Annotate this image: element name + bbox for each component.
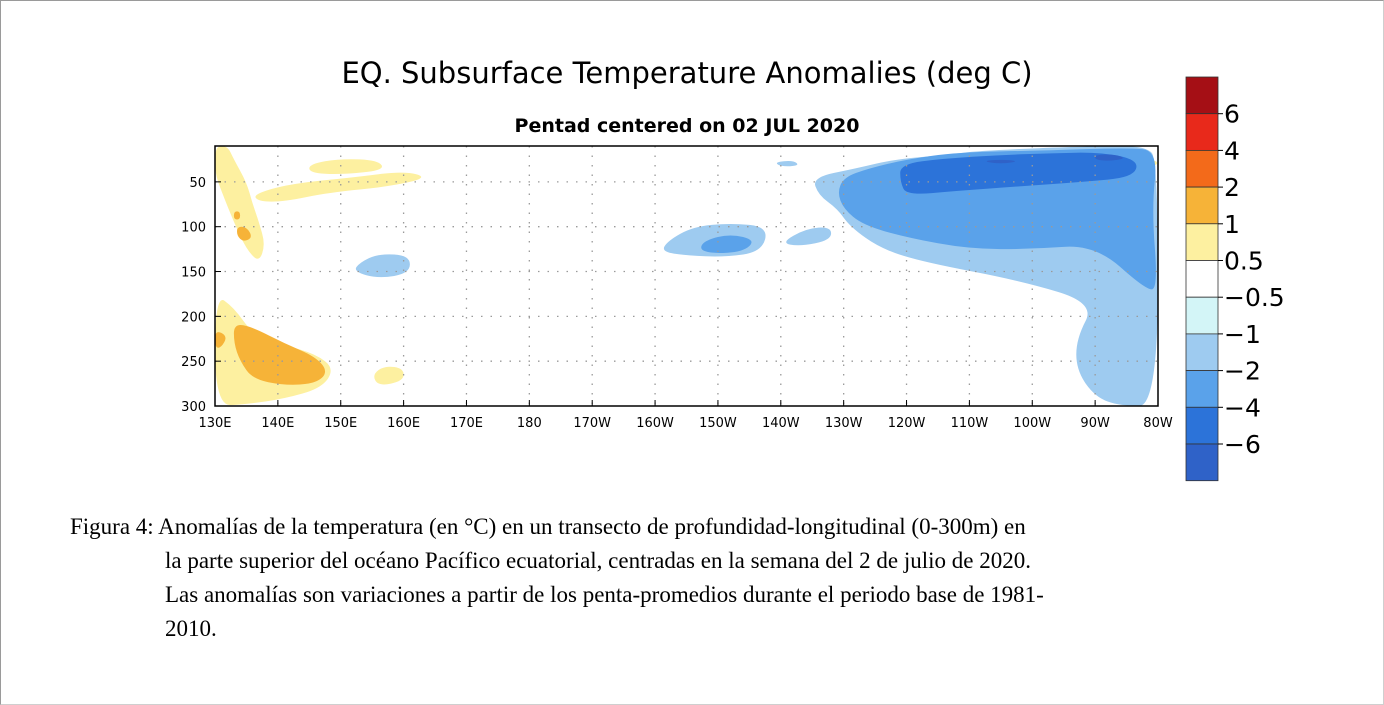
colorbar-label: −6	[1224, 430, 1261, 459]
colorbar-bin	[1185, 223, 1219, 261]
plot-frame	[214, 145, 1159, 407]
cool-anomaly-region	[701, 235, 752, 253]
warm-anomaly-region	[215, 146, 264, 259]
colorbar-label: 1	[1224, 210, 1240, 239]
colorbar-bin	[1185, 370, 1219, 408]
x-tick-label: 100W	[1013, 416, 1051, 431]
colorbar-label: 2	[1224, 173, 1240, 202]
x-tick-label: 150W	[699, 416, 737, 431]
x-tick-label: 140W	[762, 416, 800, 431]
y-tick-label: 150	[181, 266, 206, 281]
colorbar-bin	[1185, 296, 1219, 335]
colorbar-label: 6	[1224, 100, 1240, 129]
colorbar-label: −0.5	[1224, 283, 1285, 312]
warm-anomaly-region	[309, 159, 382, 175]
y-tick-label: 100	[181, 221, 206, 236]
x-tick-label: 90W	[1080, 416, 1110, 431]
colorbar-bin	[1185, 260, 1219, 298]
x-tick-label: 130E	[198, 416, 231, 431]
x-tick-label: 170E	[450, 416, 483, 431]
cool-anomaly-region	[776, 160, 798, 167]
cool-anomaly-region	[1095, 154, 1123, 161]
caption-line: la parte superior del océano Pacífico ec…	[165, 548, 1031, 573]
warm-anomaly-region	[233, 325, 326, 385]
cool-anomaly-region	[786, 227, 832, 246]
warm-anomaly-region	[255, 172, 422, 202]
colorbar-bin	[1185, 406, 1219, 445]
caption-line: 2010.	[165, 616, 217, 641]
x-tick-label: 150E	[324, 416, 357, 431]
colorbar: 6 4 2 1 0.5 −0.5 −1 −2 −4 −6	[1185, 76, 1285, 482]
cool-anomaly-region	[986, 159, 1015, 164]
axis-ticks: 130E 140E 150E 160E 170E 180 170W 160W 150W 140W 1…	[181, 176, 1173, 431]
x-tick-label: 170W	[573, 416, 611, 431]
anomaly-regions	[215, 146, 1158, 406]
warm-anomaly-region	[374, 366, 404, 385]
chart-title: EQ. Subsurface Temperature Anomalies (de…	[341, 56, 1032, 90]
y-tick-label: 250	[181, 355, 206, 370]
x-tick-label: 120W	[888, 416, 926, 431]
x-tick-label: 140E	[261, 416, 294, 431]
x-tick-label: 160W	[636, 416, 674, 431]
y-tick-label: 300	[181, 400, 206, 415]
plot-area: 130E 140E 150E 160E 170E 180 170W 160W 150W 140W 1…	[181, 145, 1173, 431]
colorbar-label: 4	[1224, 136, 1240, 165]
x-tick-label: 130W	[825, 416, 863, 431]
colorbar-bin	[1185, 76, 1219, 115]
x-tick-label: 180	[517, 416, 542, 431]
cool-anomaly-region	[900, 152, 1137, 194]
colorbar-label: −4	[1224, 393, 1261, 422]
colorbar-label: −1	[1224, 320, 1261, 349]
warm-anomaly-region	[233, 211, 241, 220]
subsurface-anomaly-chart: EQ. Subsurface Temperature Anomalies (de…	[181, 56, 1285, 482]
x-tick-label: 80W	[1143, 416, 1173, 431]
chart-subtitle: Pentad centered on 02 JUL 2020	[515, 115, 860, 137]
colorbar-bin	[1185, 186, 1219, 225]
colorbar-label: 0.5	[1224, 247, 1264, 276]
colorbar-bin	[1185, 333, 1219, 371]
x-tick-label: 160E	[387, 416, 420, 431]
caption-line: Figura 4: Anomalías de la temperatura (e…	[70, 514, 1026, 539]
warm-anomaly-region	[237, 226, 251, 241]
warm-anomaly-region	[215, 332, 226, 348]
x-tick-label: 110W	[951, 416, 989, 431]
caption-line: Las anomalías son variaciones a partir d…	[165, 582, 1044, 607]
y-tick-label: 50	[189, 176, 206, 191]
colorbar-bin	[1185, 149, 1219, 188]
colorbar-label: −2	[1224, 357, 1261, 386]
colorbar-bin	[1185, 443, 1219, 482]
y-tick-label: 200	[181, 310, 206, 325]
colorbar-bin	[1185, 113, 1219, 151]
figure-caption: Figura 4: Anomalías de la temperatura (e…	[70, 510, 1310, 646]
